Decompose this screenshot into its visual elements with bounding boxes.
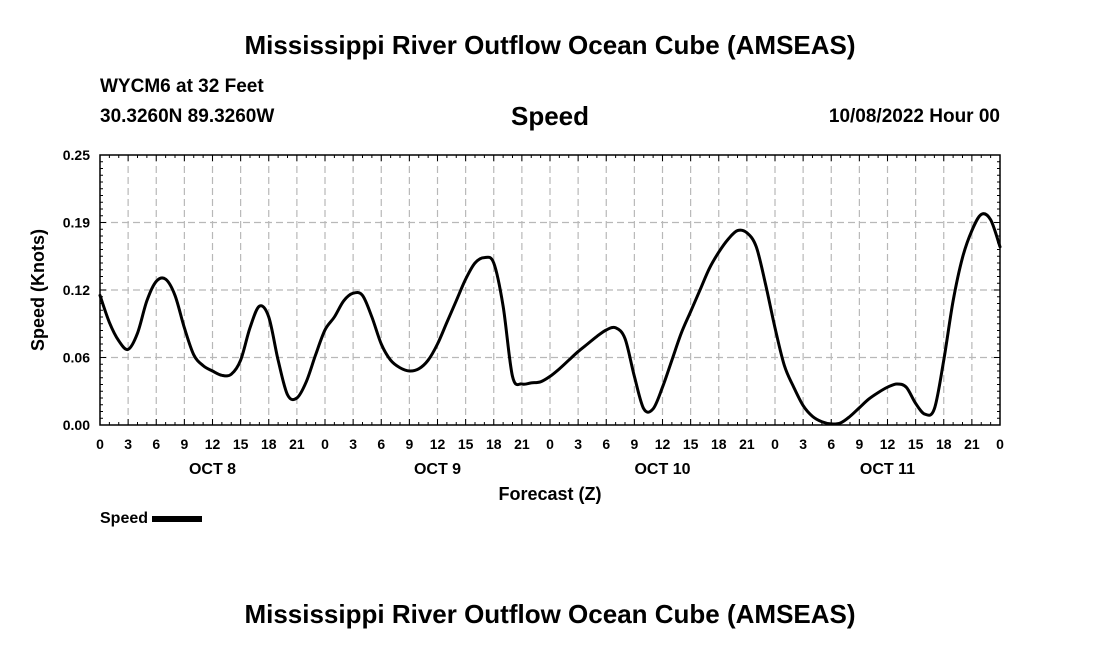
- x-tick-label: 15: [233, 436, 249, 452]
- y-tick-label: 0.25: [63, 147, 90, 163]
- x-tick-label: 18: [486, 436, 502, 452]
- x-tick-label: 0: [96, 436, 104, 452]
- x-tick-label: 9: [180, 436, 188, 452]
- plot-frame: [99, 154, 1001, 426]
- y-tick-label: 0.19: [63, 215, 90, 231]
- station-label: WYCM6 at 32 Feet: [100, 76, 264, 97]
- x-tick-label: 6: [377, 436, 385, 452]
- x-tick-label: 21: [514, 436, 530, 452]
- y-tick-label: 0.06: [63, 350, 90, 366]
- y-tick-label: 0.12: [63, 282, 90, 298]
- x-axis-title: Forecast (Z): [498, 484, 601, 504]
- x-tick-label: 3: [124, 436, 132, 452]
- x-day-label: OCT 8: [189, 461, 236, 478]
- x-tick-label: 6: [152, 436, 160, 452]
- forecast-datetime: 10/08/2022 Hour 00: [828, 106, 1000, 127]
- x-day-label: OCT 10: [634, 461, 690, 478]
- x-tick-label: 0: [771, 436, 779, 452]
- x-tick-label: 0: [321, 436, 329, 452]
- chart-legend: Speed: [100, 510, 203, 528]
- x-tick-label: 9: [405, 436, 413, 452]
- x-tick-label: 15: [458, 436, 474, 452]
- chart-subtitle: Speed: [510, 101, 590, 131]
- x-tick-label: 0: [546, 436, 554, 452]
- x-tick-label: 21: [739, 436, 755, 452]
- legend-swatch: [152, 516, 203, 522]
- x-tick-label: 18: [261, 436, 277, 452]
- x-tick-label: 0: [996, 436, 1004, 452]
- series-line-speed: [98, 212, 1002, 426]
- legend-label: Speed: [100, 510, 149, 527]
- x-tick-label: 9: [630, 436, 638, 452]
- x-tick-label: 21: [964, 436, 980, 452]
- x-tick-label: 6: [602, 436, 610, 452]
- x-tick-label: 15: [683, 436, 699, 452]
- x-tick-label: 21: [289, 436, 305, 452]
- x-tick-label: 3: [349, 436, 357, 452]
- x-tick-label: 3: [574, 436, 582, 452]
- x-tick-label: 18: [936, 436, 952, 452]
- x-tick-label: 3: [799, 436, 807, 452]
- coordinates-label: 30.3260N 89.3260W: [100, 106, 275, 127]
- x-day-label: OCT 11: [860, 461, 915, 478]
- x-tick-label: 15: [908, 436, 924, 452]
- x-tick-label: 18: [711, 436, 727, 452]
- x-tick-label: 9: [855, 436, 863, 452]
- chart-main-title: Mississippi River Outflow Ocean Cube (AM…: [244, 30, 856, 60]
- x-tick-label: 6: [827, 436, 835, 452]
- x-tick-label: 12: [655, 436, 671, 452]
- x-tick-label: 12: [880, 436, 896, 452]
- chart-footer-title: Mississippi River Outflow Ocean Cube (AM…: [244, 599, 856, 629]
- x-day-label: OCT 9: [414, 461, 461, 478]
- x-tick-label: 12: [430, 436, 446, 452]
- y-tick-label: 0.00: [63, 417, 90, 433]
- x-tick-label: 12: [205, 436, 221, 452]
- y-axis-title: Speed (Knots): [28, 229, 48, 351]
